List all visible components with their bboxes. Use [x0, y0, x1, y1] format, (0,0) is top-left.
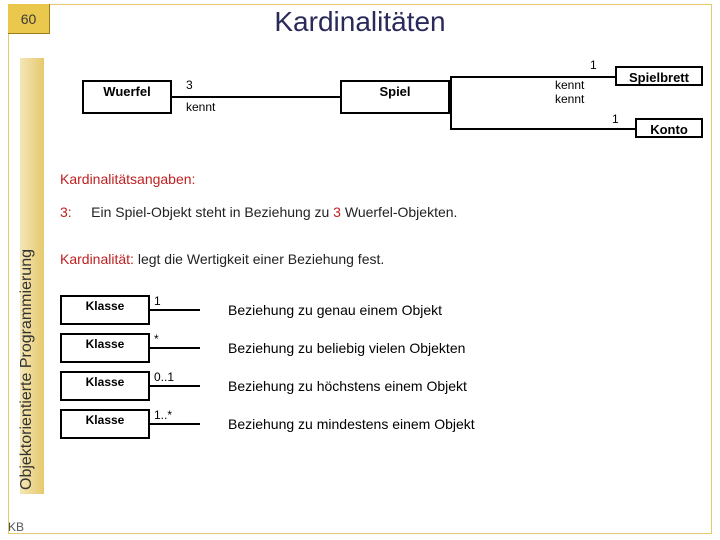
label-spiel-spielbrett-bot: kennt [555, 92, 584, 106]
cardinality-table: Klasse 1 Beziehung zu genau einem Objekt… [60, 291, 710, 443]
example-text-b: Wuerfel-Objekten. [341, 204, 457, 220]
edge-wuerfel-spiel [172, 96, 340, 98]
table-row: Klasse 1 Beziehung zu genau einem Objekt [60, 291, 710, 329]
edge-spiel-spielbrett [450, 76, 615, 78]
definition-prefix: Kardinalität: [60, 251, 134, 267]
label-spiel-spielbrett-top: kennt [555, 78, 584, 92]
row-description: Beziehung zu beliebig vielen Objekten [228, 340, 465, 356]
row-cardinality: 1 [154, 294, 161, 308]
row-cardinality: 0..1 [154, 370, 174, 384]
row-edge: 1 [150, 309, 200, 311]
row-description: Beziehung zu mindestens einem Objekt [228, 416, 475, 432]
table-row: Klasse 0..1 Beziehung zu höchstens einem… [60, 367, 710, 405]
sidebar-label: Objektorientierte Programmierung [18, 249, 36, 490]
class-box-wuerfel: Wuerfel [82, 80, 172, 114]
label-wuerfel-spiel: kennt [186, 100, 215, 114]
content-area: Wuerfel Spiel Spielbrett Konto 3 kennt 1… [60, 50, 710, 530]
class-box-spielbrett: Spielbrett [615, 66, 703, 86]
row-edge: 1..* [150, 423, 200, 425]
example-text-a: Ein Spiel-Objekt steht in Beziehung zu [91, 204, 333, 220]
example-highlight: 3 [333, 204, 341, 220]
row-class-box: Klasse [60, 371, 150, 401]
card-spiel-konto: 1 [612, 112, 619, 126]
table-row: Klasse * Beziehung zu beliebig vielen Ob… [60, 329, 710, 367]
row-cardinality: * [154, 332, 159, 346]
slide-title: Kardinalitäten [0, 6, 720, 38]
row-class-box: Klasse [60, 333, 150, 363]
row-class-box: Klasse [60, 295, 150, 325]
example-prefix: 3: [60, 204, 72, 220]
row-class-box: Klasse [60, 409, 150, 439]
card-spiel-spielbrett: 1 [590, 58, 597, 72]
row-description: Beziehung zu genau einem Objekt [228, 302, 442, 318]
footer-initials: KB [8, 520, 24, 534]
edge-spiel-fork [450, 76, 452, 130]
definition-rest: legt die Wertigkeit einer Beziehung fest… [134, 251, 384, 267]
card-wuerfel-spiel: 3 [186, 78, 193, 92]
row-edge: 0..1 [150, 385, 200, 387]
row-edge: * [150, 347, 200, 349]
row-cardinality: 1..* [154, 408, 172, 422]
row-description: Beziehung zu höchstens einem Objekt [228, 378, 467, 394]
edge-spiel-konto [450, 128, 635, 130]
table-row: Klasse 1..* Beziehung zu mindestens eine… [60, 405, 710, 443]
uml-diagram: Wuerfel Spiel Spielbrett Konto 3 kennt 1… [60, 50, 710, 170]
class-box-spiel: Spiel [340, 80, 450, 114]
section-heading: Kardinalitätsangaben: [60, 171, 195, 187]
class-box-konto: Konto [635, 118, 703, 138]
